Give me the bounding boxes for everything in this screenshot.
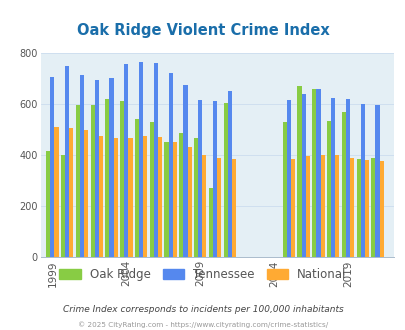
Bar: [143, 136, 147, 257]
Bar: [223, 103, 227, 257]
Bar: [286, 100, 290, 257]
Bar: [212, 101, 217, 257]
Bar: [364, 160, 368, 257]
Bar: [341, 112, 345, 257]
Bar: [375, 105, 379, 257]
Bar: [311, 89, 315, 257]
Bar: [371, 158, 375, 257]
Bar: [80, 75, 84, 257]
Bar: [128, 139, 132, 257]
Bar: [113, 139, 117, 257]
Bar: [134, 119, 139, 257]
Bar: [335, 155, 339, 257]
Bar: [124, 64, 128, 257]
Bar: [90, 105, 94, 257]
Bar: [94, 80, 98, 257]
Legend: Oak Ridge, Tennessee, National: Oak Ridge, Tennessee, National: [54, 264, 351, 286]
Bar: [305, 156, 309, 257]
Bar: [326, 120, 330, 257]
Bar: [379, 161, 383, 257]
Bar: [139, 62, 143, 257]
Bar: [109, 79, 113, 257]
Bar: [231, 159, 235, 257]
Bar: [61, 155, 65, 257]
Bar: [76, 105, 80, 257]
Bar: [120, 101, 124, 257]
Bar: [330, 98, 335, 257]
Bar: [172, 142, 177, 257]
Bar: [356, 159, 360, 257]
Bar: [105, 99, 109, 257]
Bar: [84, 130, 88, 257]
Bar: [69, 128, 73, 257]
Bar: [208, 187, 212, 257]
Bar: [158, 137, 162, 257]
Text: Oak Ridge Violent Crime Index: Oak Ridge Violent Crime Index: [77, 23, 328, 38]
Bar: [179, 133, 183, 257]
Bar: [202, 155, 206, 257]
Bar: [282, 122, 286, 257]
Text: © 2025 CityRating.com - https://www.cityrating.com/crime-statistics/: © 2025 CityRating.com - https://www.city…: [78, 321, 327, 328]
Bar: [50, 77, 54, 257]
Bar: [349, 158, 353, 257]
Text: Crime Index corresponds to incidents per 100,000 inhabitants: Crime Index corresponds to incidents per…: [62, 305, 343, 314]
Bar: [153, 63, 158, 257]
Bar: [290, 159, 294, 257]
Bar: [227, 91, 231, 257]
Bar: [360, 104, 364, 257]
Bar: [98, 136, 103, 257]
Bar: [65, 66, 69, 257]
Bar: [149, 122, 153, 257]
Bar: [297, 86, 301, 257]
Bar: [345, 99, 349, 257]
Bar: [168, 73, 172, 257]
Bar: [46, 151, 50, 257]
Bar: [164, 142, 168, 257]
Bar: [320, 155, 324, 257]
Bar: [315, 89, 320, 257]
Bar: [183, 85, 187, 257]
Bar: [301, 94, 305, 257]
Bar: [54, 127, 58, 257]
Bar: [198, 100, 202, 257]
Bar: [187, 148, 191, 257]
Bar: [194, 139, 198, 257]
Bar: [217, 158, 221, 257]
